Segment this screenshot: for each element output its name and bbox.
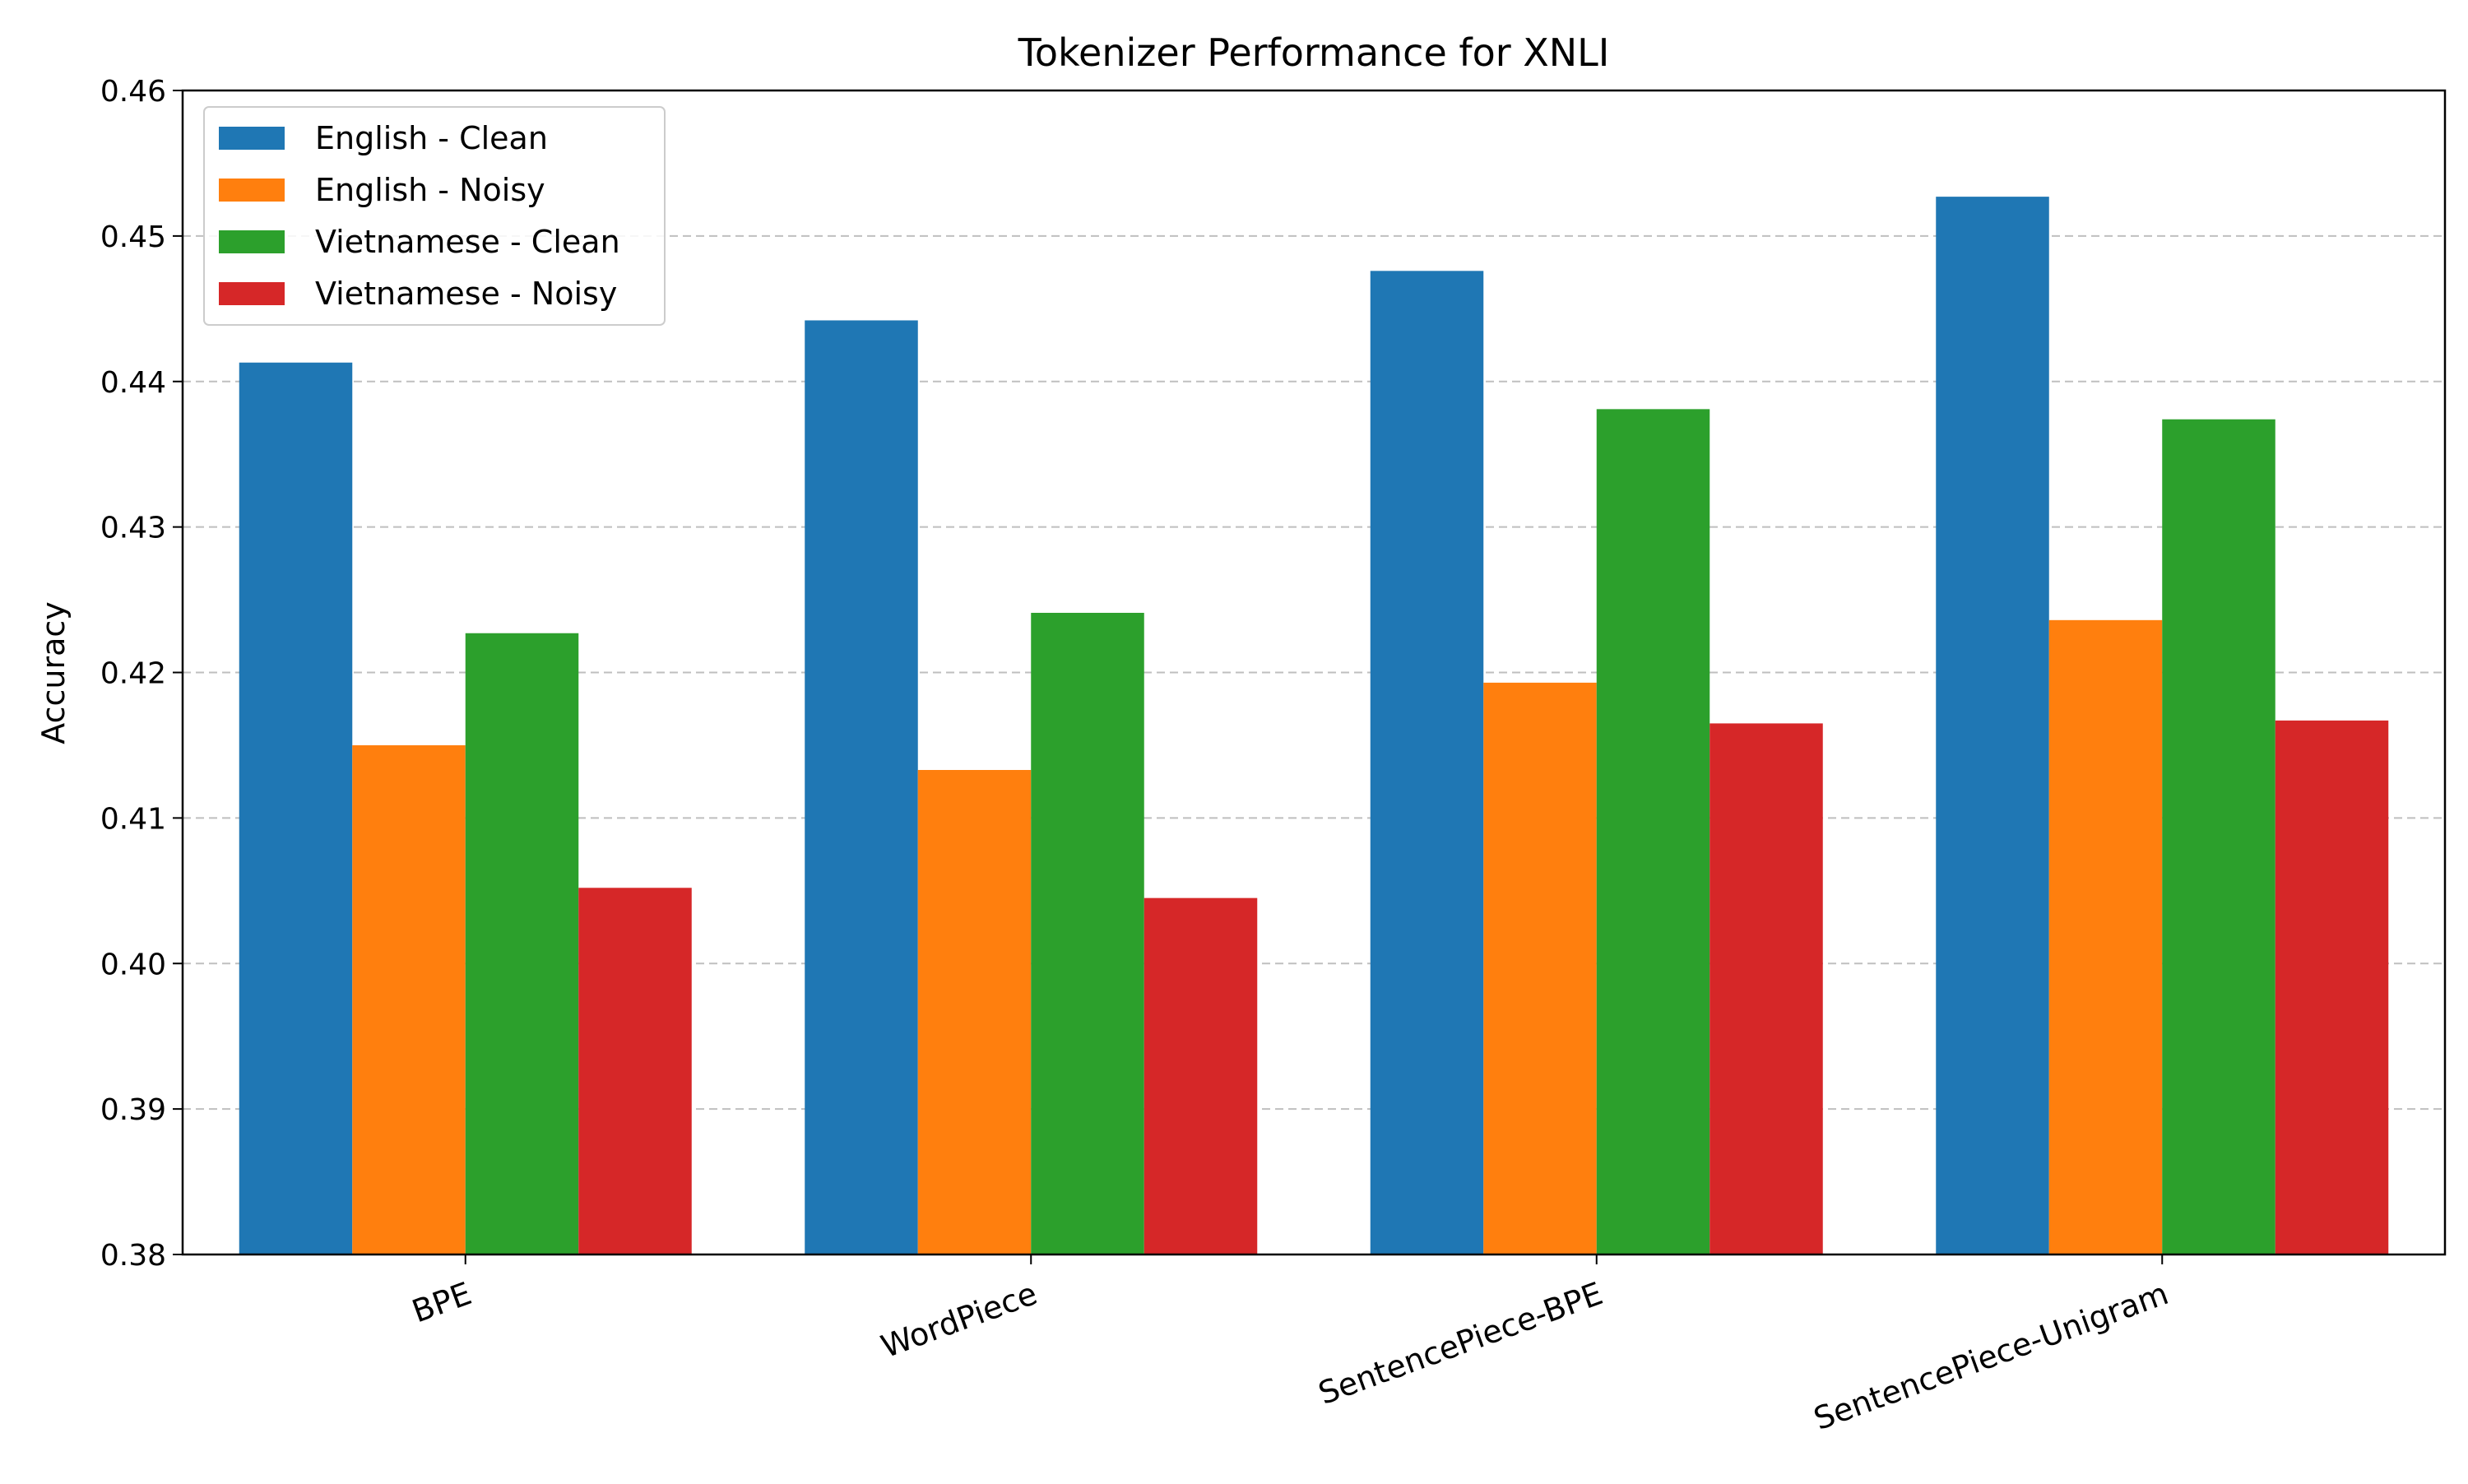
- legend-label: Vietnamese - Clean: [315, 224, 620, 260]
- bar-0-0: [239, 362, 353, 1255]
- bar-1-2: [1483, 682, 1597, 1254]
- plot-frame: [181, 89, 2447, 1256]
- bar-1-0: [352, 744, 466, 1254]
- x-tick-label: SentencePiece-BPE: [1314, 1275, 1607, 1412]
- y-tick-label: 0.42: [100, 657, 166, 691]
- bar-3-1: [1144, 897, 1258, 1254]
- bar-2-0: [465, 633, 579, 1254]
- y-tick-label: 0.43: [100, 512, 166, 545]
- y-axis-label: Accuracy: [35, 601, 72, 744]
- bar-0-3: [1936, 197, 2049, 1254]
- y-tick-label: 0.41: [100, 802, 166, 836]
- bar-0-1: [805, 320, 918, 1254]
- y-tick-label: 0.40: [100, 948, 166, 981]
- bar-2-1: [1031, 612, 1144, 1254]
- bar-1-3: [2048, 619, 2163, 1254]
- legend-swatch: [219, 127, 285, 150]
- y-tick-label: 0.39: [100, 1093, 166, 1127]
- x-tick-label: WordPiece: [876, 1275, 1041, 1365]
- y-tick-label: 0.38: [100, 1239, 166, 1273]
- y-tick-label: 0.44: [100, 366, 166, 400]
- legend-label: English - Clean: [315, 120, 548, 156]
- legend-swatch: [219, 230, 285, 253]
- x-tick-label: BPE: [407, 1275, 476, 1329]
- y-tick-label: 0.46: [100, 75, 166, 109]
- bar-1-1: [917, 770, 1032, 1254]
- bar-3-0: [578, 888, 692, 1254]
- bars: [239, 197, 2389, 1255]
- bar-2-2: [1596, 409, 1710, 1255]
- bar-0-2: [1370, 271, 1484, 1255]
- legend-swatch: [219, 282, 285, 305]
- bar-2-3: [2162, 419, 2275, 1254]
- bar-3-3: [2275, 720, 2389, 1254]
- legend: English - Clean English - Noisy Vietnamese…: [203, 106, 666, 326]
- y-tick-label: 0.45: [100, 220, 166, 254]
- x-tick-label: SentencePiece-Unigram: [1809, 1275, 2173, 1437]
- chart-title: Tokenizer Performance for XNLI: [1018, 30, 1610, 75]
- legend-label: Vietnamese - Noisy: [315, 276, 617, 312]
- legend-swatch: [219, 179, 285, 202]
- bar-3-2: [1710, 723, 1823, 1254]
- legend-box: [203, 106, 666, 326]
- legend-label: English - Noisy: [315, 172, 545, 208]
